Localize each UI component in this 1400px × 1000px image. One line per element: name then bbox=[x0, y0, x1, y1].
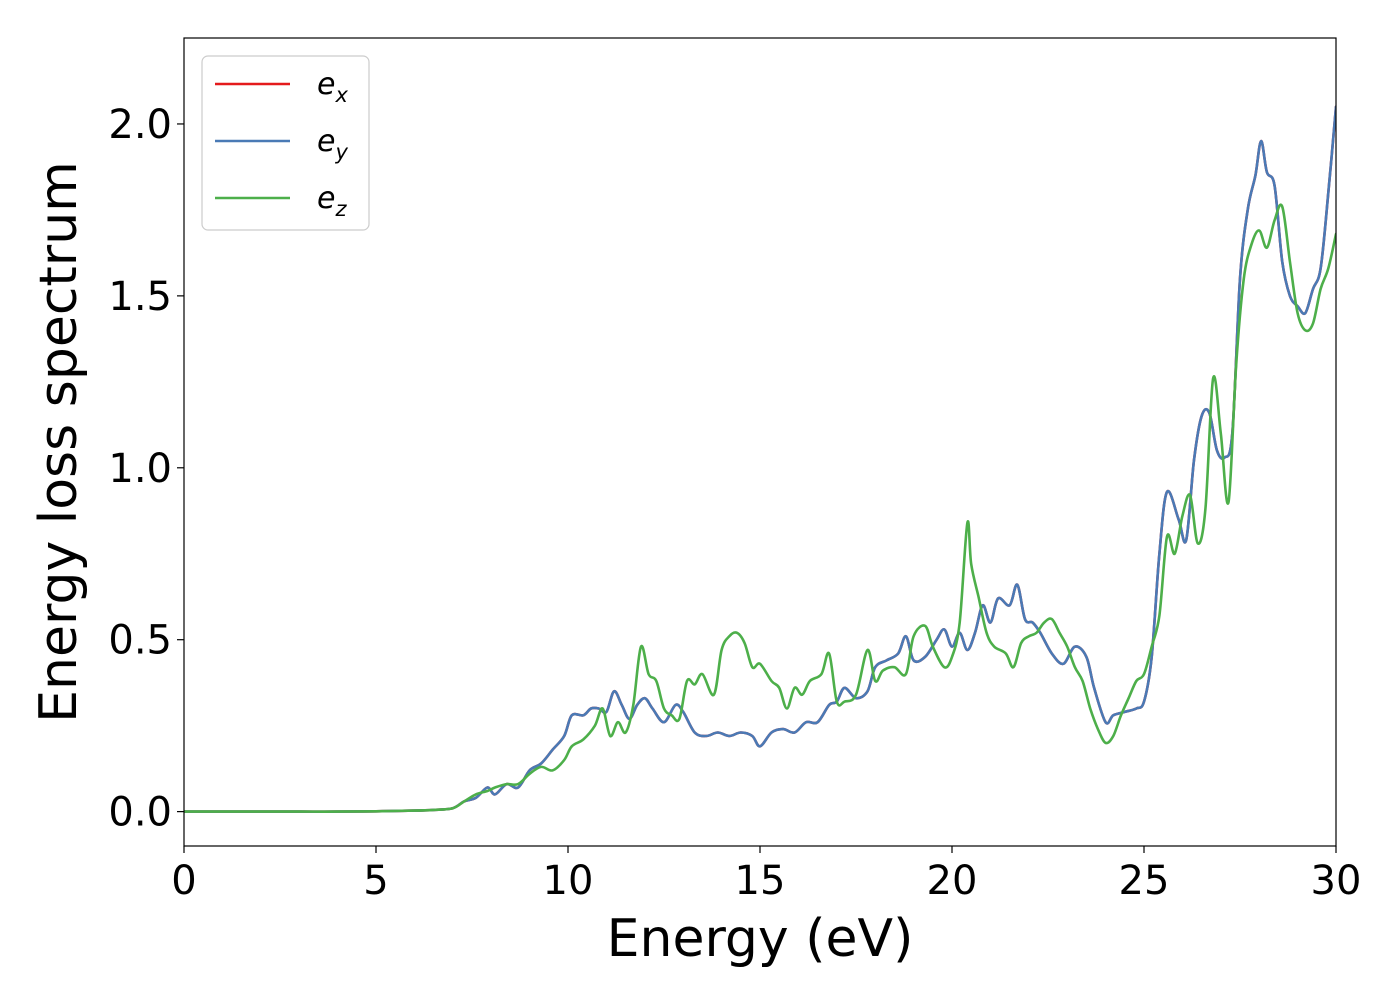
y-tick-label: 1.5 bbox=[108, 274, 172, 320]
y-tick-label: 1.0 bbox=[108, 446, 172, 492]
series-line-ey bbox=[184, 105, 1336, 813]
x-tick-label: 10 bbox=[543, 858, 594, 904]
x-tick-label: 20 bbox=[927, 858, 978, 904]
series-line-ez bbox=[184, 203, 1336, 813]
y-axis-ticks: 0.0 0.5 1.0 1.5 2.0 bbox=[108, 102, 184, 836]
x-tick-label: 25 bbox=[1119, 858, 1170, 904]
legend-box bbox=[201, 55, 370, 231]
y-axis-title: Energy loss spectrum bbox=[29, 161, 89, 723]
legend-label-x: ex bbox=[317, 67, 348, 107]
x-tick-label: 0 bbox=[171, 858, 196, 904]
x-tick-label: 30 bbox=[1311, 858, 1362, 904]
series-layer bbox=[184, 105, 1336, 813]
x-tick-label: 15 bbox=[735, 858, 786, 904]
x-tick-label: 5 bbox=[363, 858, 388, 904]
legend: ex ey ez bbox=[201, 55, 370, 231]
y-tick-label: 2.0 bbox=[108, 102, 172, 148]
legend-label-z: ez bbox=[317, 181, 347, 221]
y-tick-label: 0.0 bbox=[108, 790, 172, 836]
legend-label-y: ey bbox=[317, 124, 348, 164]
x-axis-ticks: 0 5 10 15 20 25 30 bbox=[171, 846, 1361, 904]
y-tick-label: 0.5 bbox=[108, 618, 172, 664]
x-axis-title: Energy (eV) bbox=[607, 909, 914, 969]
